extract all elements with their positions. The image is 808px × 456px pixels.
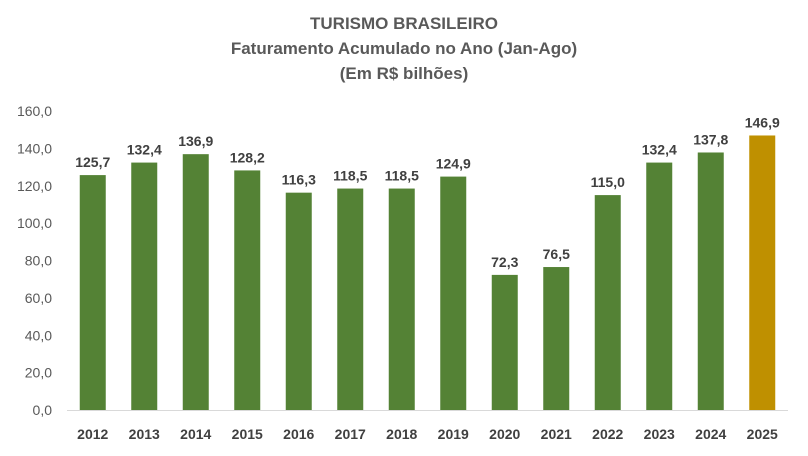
x-tick-label: 2025 — [747, 426, 778, 442]
bar-2021 — [543, 267, 570, 410]
y-tick-label: 80,0 — [25, 253, 52, 269]
x-tick-label: 2016 — [283, 426, 314, 442]
chart-subtitle: Faturamento Acumulado no Ano (Jan-Ago) — [230, 39, 578, 58]
data-label: 137,8 — [693, 131, 728, 147]
x-tick-label: 2013 — [129, 426, 160, 442]
y-tick-label: 20,0 — [25, 365, 52, 381]
bar-2015 — [234, 170, 261, 410]
data-label: 125,7 — [75, 154, 110, 170]
bar-2023 — [646, 162, 673, 410]
data-label: 124,9 — [436, 156, 471, 172]
bar-2013 — [131, 162, 158, 410]
y-tick-label: 40,0 — [25, 327, 52, 343]
chart-unit: (Em R$ bilhões) — [339, 64, 469, 83]
bar-2014 — [182, 154, 209, 410]
bar-2022 — [594, 195, 621, 410]
x-tick-label: 2017 — [335, 426, 366, 442]
bar-2019 — [440, 176, 467, 410]
x-tick-label: 2014 — [180, 426, 211, 442]
data-label: 132,4 — [642, 142, 677, 158]
data-label: 128,2 — [230, 149, 265, 165]
y-tick-label: 60,0 — [25, 290, 52, 306]
bar-2018 — [388, 188, 415, 410]
x-tick-label: 2022 — [592, 426, 623, 442]
x-tick-label: 2015 — [232, 426, 263, 442]
data-label: 136,9 — [178, 133, 213, 149]
y-tick-label: 140,0 — [17, 140, 52, 156]
y-tick-label: 120,0 — [17, 178, 52, 194]
bar-2016 — [285, 192, 312, 410]
data-label: 116,3 — [282, 172, 316, 188]
data-label: 115,0 — [591, 174, 625, 190]
chart-title: TURISMO BRASILEIRO — [310, 14, 498, 33]
bar-2017 — [337, 188, 364, 410]
x-tick-label: 2024 — [695, 426, 726, 442]
data-label: 118,5 — [333, 168, 367, 184]
data-label: 72,3 — [491, 254, 518, 270]
bar-2012 — [79, 175, 106, 410]
x-tick-label: 2021 — [541, 426, 572, 442]
y-tick-label: 100,0 — [17, 215, 52, 231]
x-tick-label: 2020 — [489, 426, 520, 442]
data-label: 118,5 — [385, 168, 419, 184]
y-tick-label: 0,0 — [33, 402, 53, 418]
x-tick-label: 2019 — [438, 426, 469, 442]
x-tick-label: 2012 — [77, 426, 108, 442]
x-tick-label: 2023 — [644, 426, 675, 442]
bar-2025 — [749, 135, 776, 410]
y-tick-label: 160,0 — [17, 103, 52, 119]
x-tick-label: 2018 — [386, 426, 417, 442]
data-label: 132,4 — [127, 142, 162, 158]
bar-2024 — [697, 152, 724, 410]
data-label: 146,9 — [745, 114, 780, 130]
bar-2020 — [491, 274, 518, 410]
data-label: 76,5 — [543, 246, 570, 262]
